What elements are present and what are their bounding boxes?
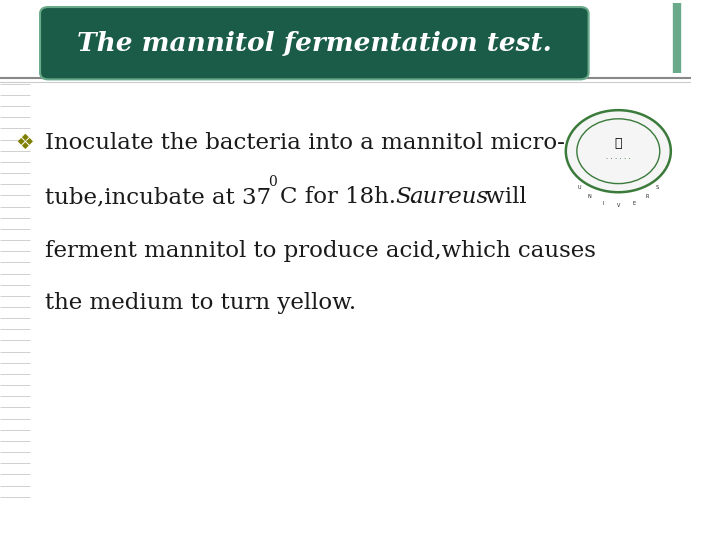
Text: I: I bbox=[602, 200, 603, 206]
Text: the medium to turn yellow.: the medium to turn yellow. bbox=[45, 293, 356, 314]
Text: V: V bbox=[616, 202, 620, 208]
Text: R: R bbox=[646, 194, 649, 199]
Text: S: S bbox=[656, 185, 659, 190]
Circle shape bbox=[566, 110, 671, 192]
Text: ❖: ❖ bbox=[15, 133, 34, 153]
Text: 📚: 📚 bbox=[615, 137, 622, 150]
Text: ferment mannitol to produce acid,which causes: ferment mannitol to produce acid,which c… bbox=[45, 240, 595, 262]
Text: C for 18h.: C for 18h. bbox=[280, 186, 396, 208]
Text: U: U bbox=[577, 185, 581, 190]
Text: 0: 0 bbox=[268, 175, 276, 189]
Text: The mannitol fermentation test.: The mannitol fermentation test. bbox=[77, 31, 552, 56]
FancyBboxPatch shape bbox=[40, 7, 589, 79]
Text: E: E bbox=[632, 200, 635, 206]
Text: N: N bbox=[588, 194, 591, 199]
Text: Inoculate the bacteria into a mannitol micro-: Inoculate the bacteria into a mannitol m… bbox=[45, 132, 564, 154]
Text: · · · · · ·: · · · · · · bbox=[606, 156, 631, 163]
Text: tube,incubate at 37: tube,incubate at 37 bbox=[45, 186, 271, 208]
Text: will: will bbox=[478, 186, 527, 208]
Text: S.: S. bbox=[395, 186, 417, 208]
Text: aureus: aureus bbox=[410, 186, 489, 208]
